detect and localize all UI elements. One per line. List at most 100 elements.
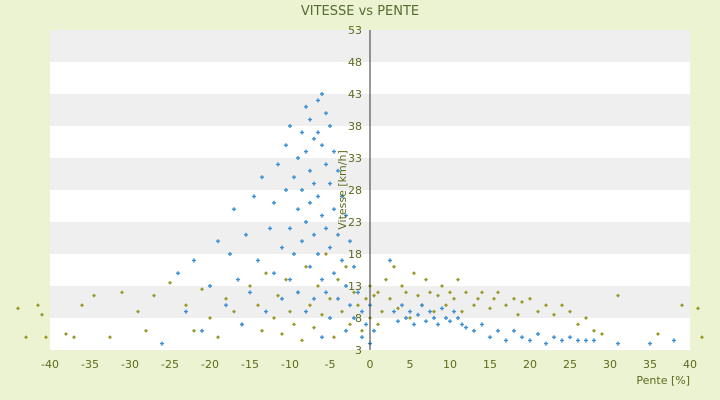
data-point-olive	[576, 322, 580, 327]
data-point-blue	[296, 290, 300, 295]
data-point-blue	[272, 200, 276, 205]
chart-title: VITESSE vs PENTE	[301, 4, 419, 19]
data-point-blue	[348, 239, 352, 244]
y-tick-label: 13	[348, 280, 362, 293]
data-point-blue	[268, 226, 272, 231]
data-point-olive	[376, 322, 380, 327]
y-tick-label: 33	[348, 152, 362, 165]
data-point-blue	[284, 143, 288, 148]
data-point-olive	[504, 303, 508, 308]
data-point-olive	[520, 300, 524, 304]
data-point-blue	[304, 220, 308, 224]
data-point-olive	[312, 325, 316, 330]
data-point-blue	[344, 213, 348, 218]
data-point-blue	[352, 316, 356, 320]
x-tick-label: 10	[443, 358, 457, 371]
data-point-blue	[432, 316, 436, 320]
data-point-blue	[292, 175, 296, 180]
data-point-blue	[240, 322, 244, 327]
data-point-olive	[416, 293, 420, 298]
x-tick-label: 15	[483, 358, 497, 371]
data-point-blue	[352, 264, 356, 269]
data-point-blue	[244, 232, 248, 237]
data-point-blue	[428, 309, 432, 314]
data-point-olive	[480, 290, 484, 295]
x-tick-label: 0	[367, 358, 374, 371]
data-point-blue	[200, 328, 204, 333]
data-point-blue	[300, 239, 304, 244]
data-point-blue	[324, 290, 328, 295]
x-tick-label: 40	[683, 358, 697, 371]
data-point-blue	[320, 143, 324, 148]
data-point-olive	[72, 335, 76, 340]
data-point-blue	[332, 149, 336, 154]
data-point-blue	[324, 111, 328, 116]
data-point-olive	[412, 271, 416, 276]
data-point-blue	[316, 194, 320, 199]
data-point-blue	[336, 296, 340, 301]
data-point-olive	[272, 316, 276, 320]
data-point-olive	[496, 290, 500, 295]
data-point-blue	[364, 322, 368, 327]
data-point-blue	[344, 284, 348, 288]
data-point-olive	[456, 277, 460, 282]
data-point-blue	[576, 338, 580, 343]
data-points	[16, 92, 704, 346]
x-tick-labels: -40 -35 -30 -25 -20 -15 -10 -5 0 5 10 15 20 25 30 35 40	[41, 358, 697, 371]
data-point-olive	[436, 293, 440, 298]
data-point-blue	[388, 258, 392, 263]
data-point-blue	[420, 303, 424, 308]
data-point-blue	[328, 181, 332, 186]
data-point-olive	[516, 312, 520, 317]
data-point-blue	[544, 341, 548, 346]
data-point-blue	[308, 117, 312, 122]
data-point-blue	[616, 341, 620, 346]
data-point-olive	[292, 322, 296, 327]
data-point-olive	[460, 309, 464, 314]
y-tick-label: 43	[348, 88, 362, 101]
data-point-olive	[332, 335, 336, 340]
x-tick-label: -20	[201, 358, 219, 371]
data-point-olive	[232, 309, 236, 314]
data-point-blue	[592, 338, 596, 343]
data-point-olive	[304, 264, 308, 269]
data-point-blue	[300, 188, 304, 192]
data-point-blue	[332, 271, 336, 276]
data-point-blue	[312, 136, 316, 141]
data-point-blue	[328, 316, 332, 320]
data-point-olive	[224, 296, 228, 301]
data-point-blue	[280, 245, 284, 250]
data-point-blue	[560, 338, 564, 343]
data-point-blue	[340, 194, 344, 199]
data-point-blue	[176, 271, 180, 276]
data-point-olive	[348, 322, 352, 327]
data-point-olive	[344, 264, 348, 269]
data-point-blue	[504, 338, 508, 343]
data-point-blue	[256, 258, 260, 263]
data-point-olive	[364, 296, 368, 301]
data-point-olive	[44, 335, 48, 340]
data-point-blue	[300, 130, 304, 135]
y-tick-label: 53	[348, 24, 362, 37]
data-point-blue	[404, 316, 408, 320]
data-point-olive	[320, 312, 324, 317]
data-point-blue	[448, 319, 452, 324]
data-point-blue	[528, 338, 532, 343]
data-point-olive	[656, 332, 660, 336]
data-point-olive	[396, 306, 400, 311]
data-point-olive	[404, 290, 408, 295]
x-tick-label: -15	[241, 358, 259, 371]
data-point-blue	[360, 309, 364, 314]
data-point-olive	[440, 284, 444, 288]
data-point-blue	[324, 226, 328, 231]
data-point-blue	[464, 325, 468, 330]
data-point-blue	[332, 207, 336, 212]
data-point-blue	[316, 98, 320, 103]
data-point-blue	[264, 309, 268, 314]
data-point-olive	[376, 290, 380, 295]
data-point-olive	[200, 287, 204, 292]
data-point-blue	[408, 309, 412, 314]
data-point-olive	[40, 312, 44, 317]
data-point-blue	[320, 92, 324, 96]
